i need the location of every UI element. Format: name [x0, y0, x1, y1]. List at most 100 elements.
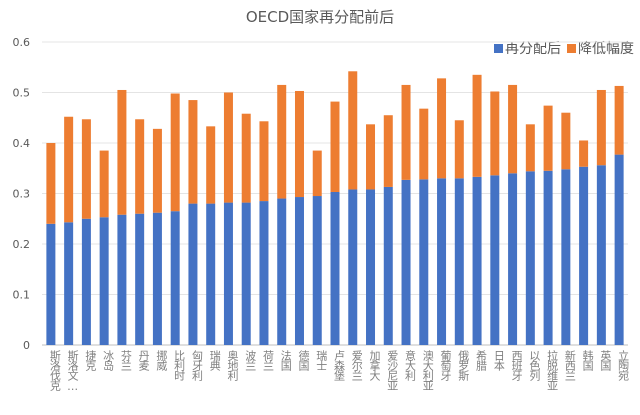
bar-after-redistribution: [64, 222, 74, 345]
bar-reduction: [383, 115, 393, 187]
bar-after-redistribution: [241, 202, 251, 345]
bar-reduction: [223, 92, 233, 203]
bar-reduction: [64, 116, 74, 223]
x-tick-label: 西班牙: [510, 350, 523, 382]
bar-after-redistribution: [454, 178, 464, 345]
legend-swatch-blue: [494, 43, 503, 53]
x-tick-label: 爱沙尼亚: [386, 350, 399, 390]
legend-item-after: 再分配后: [494, 38, 561, 58]
bar-after-redistribution: [223, 202, 233, 345]
bar-reduction: [614, 85, 624, 155]
bar-reduction: [277, 84, 287, 199]
bar-reduction: [188, 100, 198, 204]
bar-after-redistribution: [330, 191, 340, 345]
x-tick-label: 日本: [492, 350, 505, 372]
bar-after-redistribution: [81, 218, 91, 345]
bar-after-redistribution: [561, 169, 571, 345]
x-tick-label: 卢森堡: [333, 350, 346, 381]
x-tick-label: 斯洛文…: [66, 350, 79, 392]
x-tick-label: 以色列: [528, 350, 541, 382]
y-tick-label: 0.5: [13, 87, 31, 100]
bar-reduction: [596, 89, 606, 166]
x-tick-label: 葡萄牙: [439, 350, 452, 382]
bar-after-redistribution: [383, 186, 393, 345]
x-tick-label: 拉脱维亚: [546, 349, 559, 390]
bar-reduction: [81, 119, 91, 219]
bar-after-redistribution: [294, 197, 304, 345]
bar-reduction: [135, 119, 145, 214]
x-tick-label: 意大利: [404, 349, 417, 381]
bar-after-redistribution: [508, 173, 518, 345]
bar-reduction: [401, 84, 411, 180]
bar-after-redistribution: [596, 165, 606, 345]
x-tick-label: 匈牙利: [190, 349, 203, 381]
x-tick-label: 法国: [279, 349, 292, 372]
x-tick-label: 韩国: [581, 349, 594, 372]
bar-reduction: [490, 91, 500, 176]
bar-reduction: [46, 143, 56, 224]
bar-after-redistribution: [206, 203, 216, 345]
x-tick-label: 新西兰: [563, 349, 576, 380]
x-tick-label: 瑞士: [315, 349, 328, 370]
bar-after-redistribution: [259, 201, 269, 345]
legend-item-reduction: 降低幅度: [567, 38, 634, 58]
bar-reduction: [99, 150, 109, 218]
bar-reduction: [294, 90, 304, 198]
bar-reduction: [259, 121, 269, 202]
chart-title: OECD国家再分配前后: [245, 8, 395, 26]
bar-reduction: [561, 112, 571, 170]
y-tick-label: 0.3: [13, 188, 31, 201]
bar-reduction: [525, 124, 535, 172]
bar-reduction: [508, 84, 518, 174]
bar-after-redistribution: [152, 212, 162, 345]
bar-after-redistribution: [46, 223, 56, 345]
bar-after-redistribution: [525, 171, 535, 345]
x-tick-label: 冰岛: [102, 350, 115, 372]
bar-reduction: [312, 150, 322, 197]
bar-reduction: [241, 113, 251, 203]
x-tick-label: 爱尔兰: [350, 350, 363, 380]
x-tick-label: 捷克: [84, 349, 97, 371]
x-tick-label: 澳大利亚: [421, 350, 434, 390]
legend-label: 再分配后: [505, 41, 561, 57]
legend: 再分配后 降低幅度: [494, 38, 634, 58]
bar-after-redistribution: [277, 198, 287, 345]
bar-after-redistribution: [490, 175, 500, 345]
bar-after-redistribution: [401, 179, 411, 345]
bar-reduction: [437, 78, 447, 179]
bar-reduction: [117, 89, 127, 215]
y-tick-label: 0.1: [13, 289, 31, 302]
bar-reduction: [170, 93, 180, 212]
bar-after-redistribution: [117, 214, 127, 345]
bar-after-redistribution: [614, 154, 624, 345]
bar-reduction: [543, 105, 553, 171]
bar-reduction: [419, 108, 429, 180]
legend-label: 降低幅度: [578, 41, 634, 57]
y-tick-label: 0.4: [13, 137, 31, 150]
bar-after-redistribution: [366, 189, 376, 345]
x-tick-label: 德国: [297, 349, 310, 372]
x-tick-label: 荷兰: [261, 350, 274, 370]
bar-reduction: [454, 120, 464, 179]
bar-reduction: [579, 140, 589, 167]
bar-reduction: [330, 101, 340, 192]
x-tick-label: 奥地利: [226, 349, 239, 381]
bar-after-redistribution: [472, 176, 482, 345]
legend-swatch-orange: [567, 43, 576, 53]
x-tick-label: 芬兰: [119, 350, 132, 370]
x-tick-label: 加拿大: [368, 350, 381, 381]
bar-reduction: [472, 74, 482, 177]
bar-after-redistribution: [419, 179, 429, 345]
bar-after-redistribution: [188, 203, 198, 345]
bar-after-redistribution: [135, 213, 145, 345]
x-tick-label: 比利时: [173, 350, 186, 381]
bar-after-redistribution: [99, 217, 109, 345]
bar-after-redistribution: [348, 189, 358, 345]
bar-after-redistribution: [579, 166, 589, 345]
x-tick-label: 挪威: [155, 349, 168, 372]
bar-reduction: [348, 71, 358, 190]
x-tick-label: 丹麦: [137, 350, 150, 372]
y-tick-label: 0: [23, 339, 30, 352]
bar-after-redistribution: [437, 178, 447, 345]
